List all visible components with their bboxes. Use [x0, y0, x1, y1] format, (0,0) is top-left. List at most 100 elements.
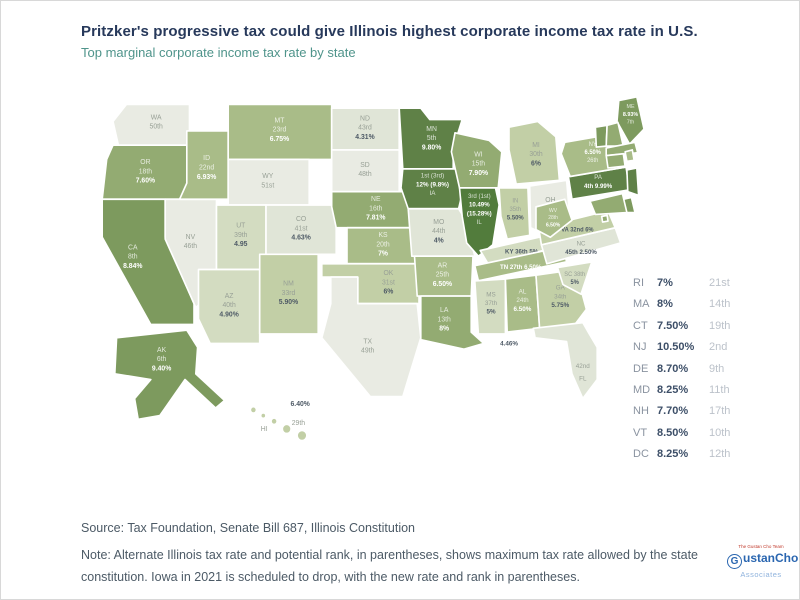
state-label-nv: NV [186, 234, 196, 241]
note-text: Note: Alternate Illinois tax rate and po… [81, 548, 698, 584]
state-la [419, 295, 485, 351]
state-label-id: 22nd [199, 164, 214, 171]
state-label-ms: MS [486, 291, 496, 298]
state-label-ms: 5% [486, 309, 495, 316]
list-state-rank: 21st [709, 277, 730, 289]
state-sc [556, 261, 593, 296]
list-state-rank: 14th [709, 298, 731, 311]
state-label-la: 13th [438, 316, 451, 323]
list-state-abbr: NH [633, 405, 649, 418]
list-row-nj: NJ 10.50% 2nd [633, 341, 763, 362]
state-label-ms: 37th [485, 300, 498, 307]
list-row-nh: NH 7.70% 17th [633, 405, 763, 426]
state-label-ar: AR [438, 262, 447, 269]
list-state-rank: 12th [709, 448, 731, 461]
state-label-il: (15.28%) [467, 210, 492, 217]
state-label-ks: 20th [376, 241, 389, 248]
list-state-rank: 11th [709, 383, 730, 396]
state-az [197, 268, 261, 345]
state-label-tx: TX [363, 338, 372, 345]
state-label-ut: 4.95 [234, 241, 247, 248]
state-label-wv: 28th [548, 215, 558, 221]
list-state-rate: 8.25% [657, 383, 689, 396]
state-label-hi: 6.40% [291, 401, 311, 408]
list-state-rate: 8.50% [657, 426, 689, 439]
state-label-ga: GA [556, 285, 566, 292]
list-state-abbr: DE [633, 362, 649, 375]
state-label-wv: WV [549, 208, 558, 214]
logo-subname: Associates [740, 569, 782, 579]
state-label-pa: 4th 9.99% [584, 183, 613, 190]
list-state-rank: 17th [709, 405, 731, 418]
list-state-abbr: DC [633, 448, 649, 461]
state-label-in: IN [512, 197, 518, 204]
state-label-wa: WA [151, 114, 162, 121]
state-hi [270, 417, 278, 425]
state-label-hi: HI [261, 426, 268, 433]
list-state-rank: 9th [709, 362, 725, 375]
state-label-sc: 5% [571, 280, 580, 286]
state-label-va: VA 32nd 6% [561, 228, 594, 234]
list-state-abbr: MA [633, 298, 650, 311]
state-tx [320, 276, 422, 398]
state-label-nm: 33rd [282, 290, 296, 297]
header: Pritzker's progressive tax could give Il… [81, 23, 761, 60]
state-me [616, 95, 644, 146]
state-label-az: AZ [225, 293, 234, 300]
state-label-or: OR [140, 159, 150, 166]
state-label-mo: 44th [432, 228, 445, 235]
state-mi [508, 120, 561, 185]
state-label-az: 4.90% [219, 311, 239, 318]
us-choropleth-map: WA 50th OR 18th 7.60% CA 8th 8.84% NV 46th ID 22nd 6… [86, 93, 644, 501]
list-state-abbr: VT [633, 426, 648, 439]
list-row-de: DE 8.70% 9th [633, 363, 763, 384]
state-label-me: 7th [627, 120, 634, 126]
state-label-me: 8.93% [623, 112, 638, 118]
state-label-al: AL [519, 288, 527, 295]
us-map-svg: WA 50th OR 18th 7.60% CA 8th 8.84% NV 46th ID 22nd 6… [101, 95, 644, 441]
state-wi [450, 131, 503, 189]
state-ak [113, 329, 226, 421]
state-label-ok: OK [383, 270, 393, 277]
state-label-mi: 6% [531, 160, 542, 167]
state-id [178, 130, 230, 201]
list-row-ma: MA 8% 14th [633, 298, 763, 319]
state-label-mt: 6.75% [270, 136, 290, 143]
state-label-ok: 6% [383, 289, 394, 296]
list-state-rate: 8.25% [657, 448, 689, 461]
state-label-wy: WY [262, 173, 273, 180]
state-label-sd: 48th [358, 171, 371, 178]
page-title: Pritzker's progressive tax could give Il… [81, 23, 698, 40]
state-hi [297, 430, 307, 441]
state-label-mn: 5th [427, 135, 437, 142]
list-row-vt: VT 8.50% 10th [633, 427, 763, 448]
state-ri [624, 149, 635, 163]
state-label-ok: 31st [382, 279, 395, 286]
state-label-mn: MN [426, 126, 437, 133]
state-label-ga: 34th [554, 293, 567, 300]
state-hi [282, 424, 292, 434]
state-label-ca: 8th [128, 254, 138, 261]
state-label-in: 5.50% [507, 214, 524, 221]
state-hi [260, 412, 266, 419]
state-wv [535, 198, 573, 239]
state-label-mo: 4% [434, 237, 445, 244]
list-state-rate: 7.50% [657, 319, 689, 332]
state-label-nd: ND [360, 115, 370, 122]
list-state-abbr: NJ [633, 341, 647, 354]
state-label-ak: 6th [157, 356, 167, 363]
state-label-me: ME [626, 104, 634, 110]
state-label-la: 8% [439, 326, 450, 333]
state-label-wi: WI [474, 151, 482, 158]
state-label-tx: 49th [361, 347, 374, 354]
state-label-ks: KS [378, 232, 387, 239]
state-label-wy: 51st [261, 182, 274, 189]
state-label-hi: 29th [292, 420, 305, 427]
list-state-rate: 10.50% [657, 341, 695, 354]
state-label-il: IL [477, 219, 483, 226]
list-row-md: MD 8.25% 11th [633, 384, 763, 405]
list-row-dc: DC 8.25% 12th [633, 448, 763, 469]
